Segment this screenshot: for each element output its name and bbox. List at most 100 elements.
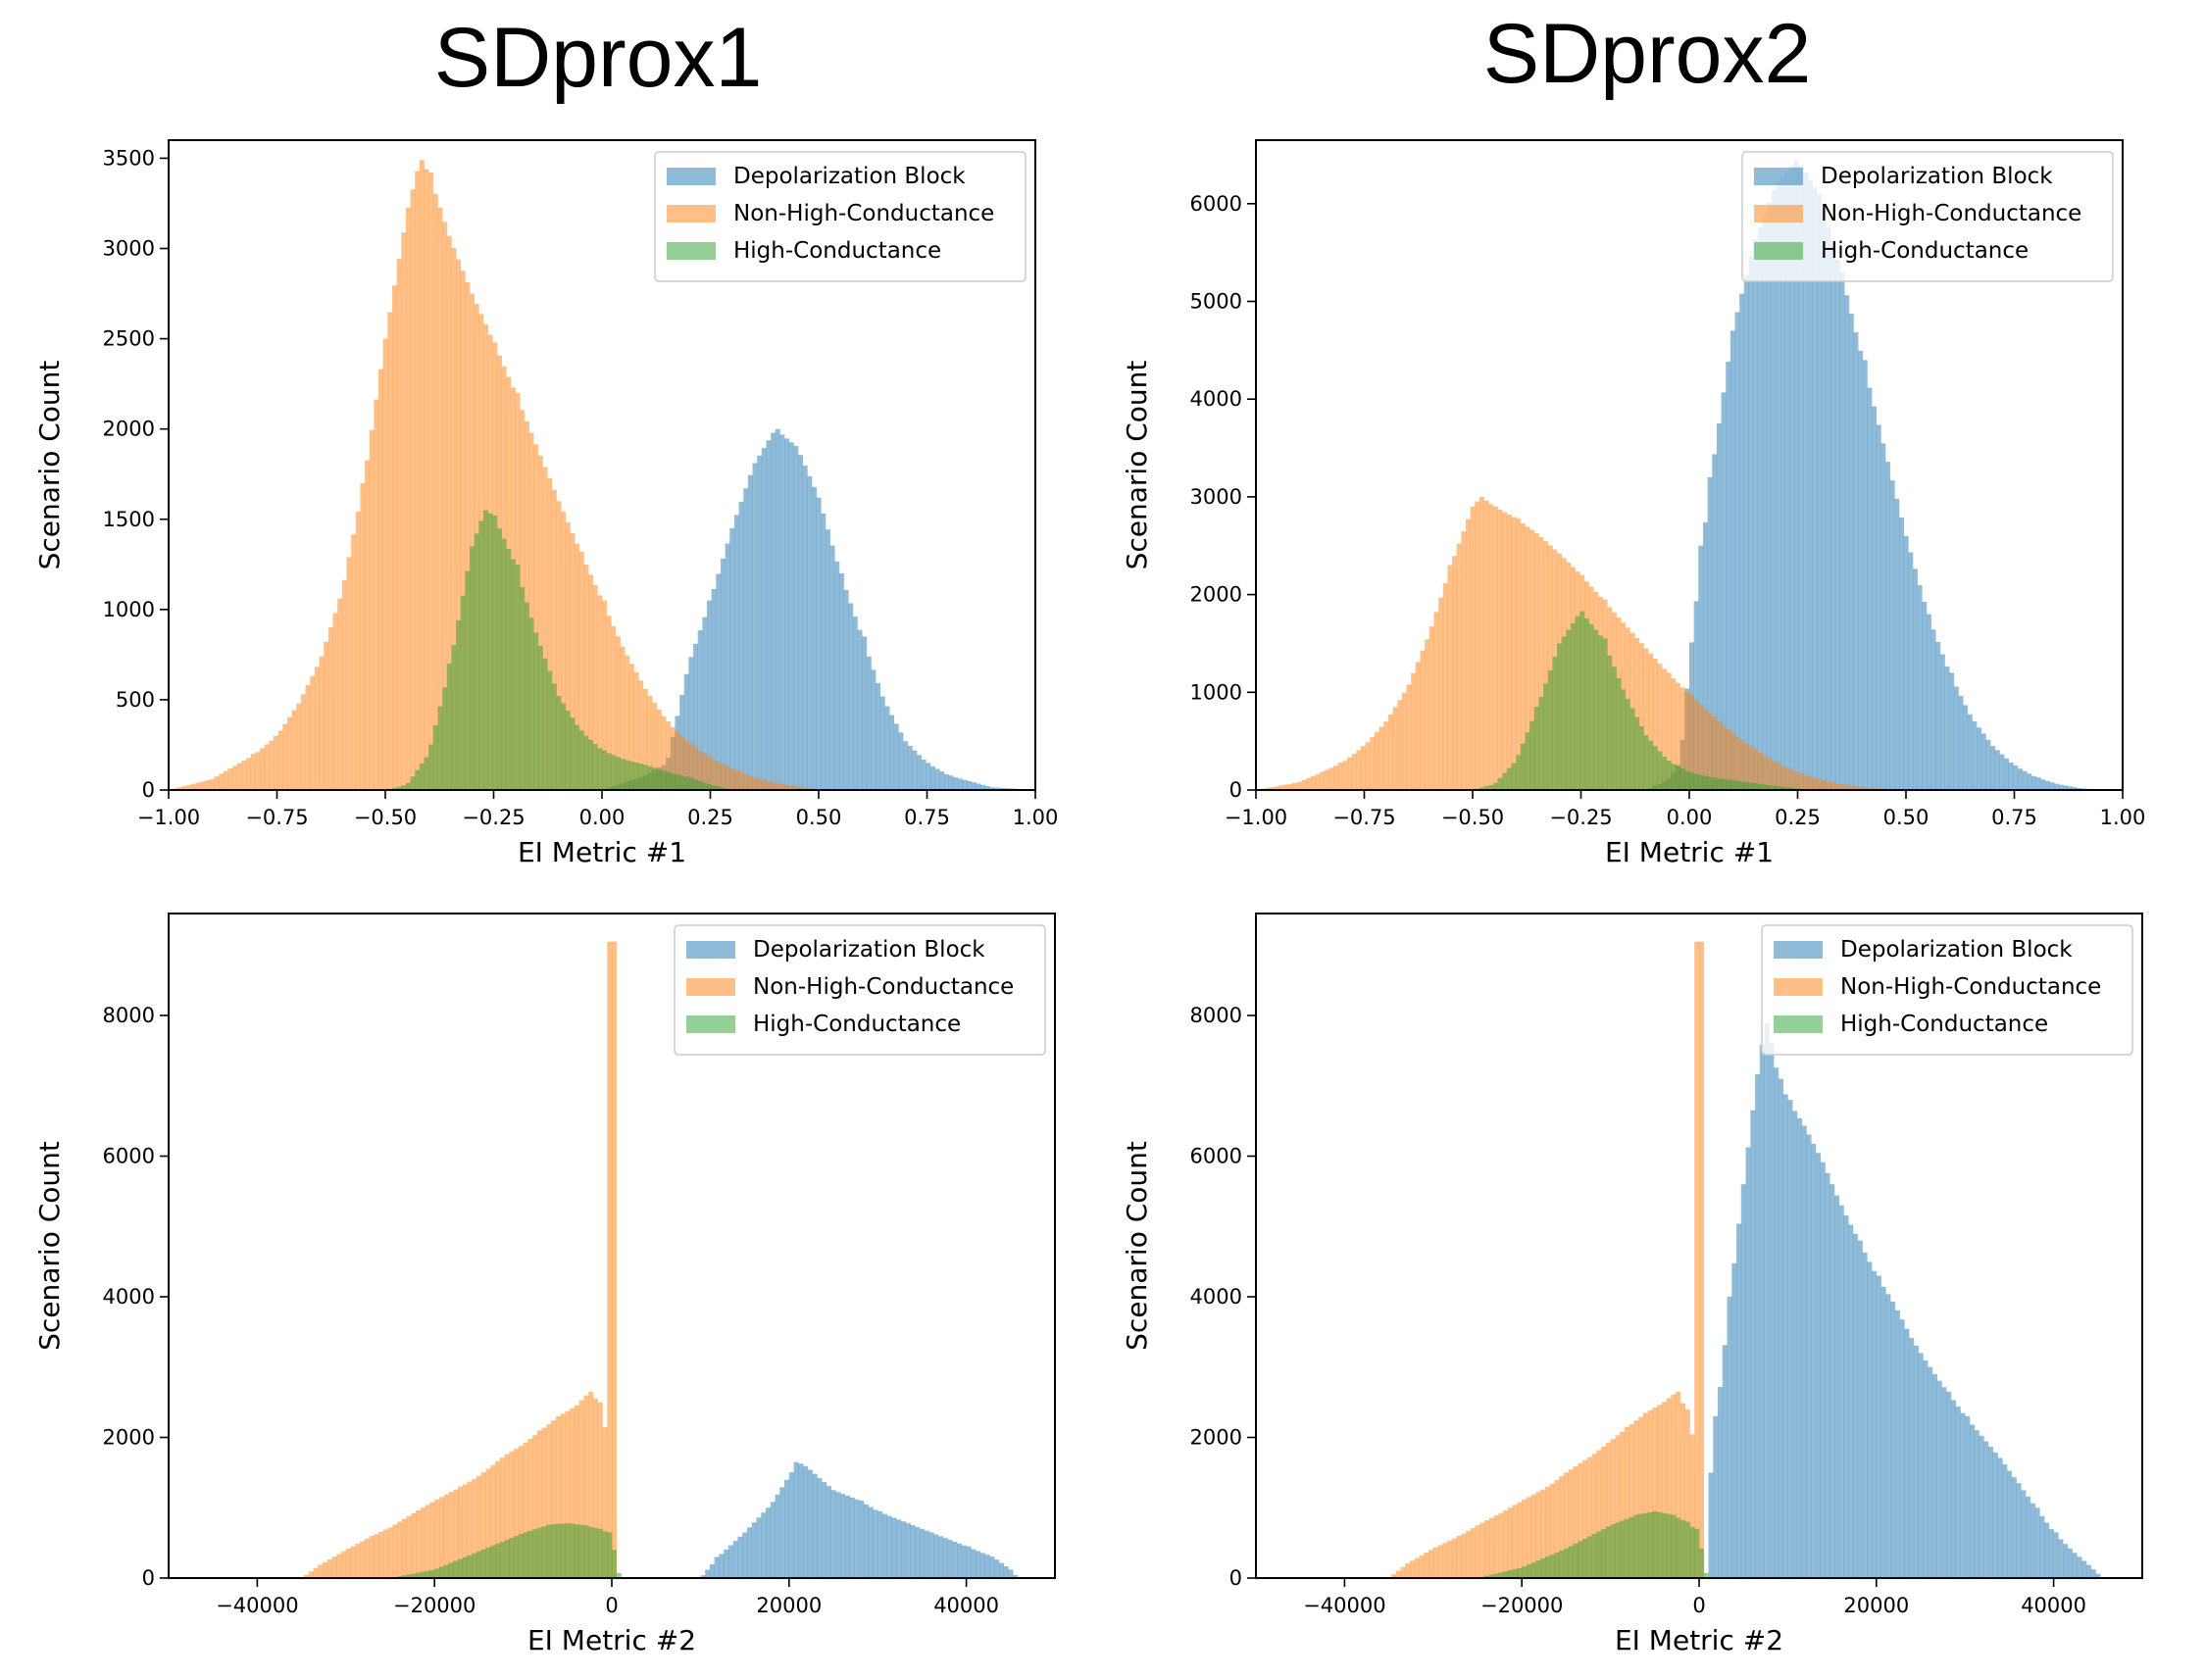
histogram-bar	[570, 1523, 576, 1578]
histogram-bar	[561, 703, 567, 790]
histogram-bar	[241, 760, 247, 790]
histogram-bar	[518, 1534, 524, 1578]
legend: Depolarization Block Non-High-Conductance…	[674, 924, 1046, 1056]
histogram-bar	[1506, 515, 1512, 790]
histogram-bar	[803, 1465, 809, 1578]
histogram-bar	[743, 488, 749, 790]
histogram-bar	[697, 630, 703, 790]
histogram-bar	[2016, 1483, 2022, 1578]
histogram-bar	[928, 1532, 934, 1578]
histogram-bar	[1821, 780, 1827, 790]
histogram-bar	[1633, 1420, 1639, 1578]
histogram-bar	[1757, 783, 1763, 790]
histogram-bar	[391, 787, 397, 790]
histogram-bar	[1573, 1543, 1579, 1578]
histogram-bar	[364, 1538, 370, 1578]
histogram-bar	[1743, 743, 1749, 790]
histogram-bar	[419, 764, 425, 790]
histogram-bar	[1638, 725, 1644, 790]
histogram-bar	[1721, 392, 1727, 790]
legend-swatch	[1774, 941, 1823, 959]
histogram-bar	[277, 730, 283, 790]
histogram-bar	[866, 656, 872, 790]
histogram-bar	[757, 455, 763, 790]
histogram-bar	[546, 1423, 552, 1578]
histogram-bar	[1917, 585, 1923, 790]
histogram-bar	[2026, 1497, 2031, 1578]
histogram-bar	[520, 587, 526, 790]
histogram-bar	[702, 617, 708, 790]
histogram-bar	[1679, 687, 1685, 790]
histogram-bar	[429, 1569, 435, 1578]
histogram-bar	[1904, 1328, 1910, 1578]
histogram-bar	[711, 785, 717, 790]
histogram-bar	[884, 706, 890, 790]
histogram-bar	[219, 773, 225, 790]
histogram-bar	[465, 281, 471, 790]
y-tick-label: 4000	[103, 1285, 155, 1309]
histogram-bar	[775, 428, 780, 790]
histogram-bar	[998, 1562, 1004, 1578]
histogram-bar	[1008, 1569, 1014, 1578]
histogram-bar	[1447, 1540, 1453, 1578]
histogram-bar	[666, 721, 672, 790]
y-tick-label: 3500	[103, 146, 155, 170]
histogram-bar	[1666, 1398, 1672, 1578]
histogram-bar	[711, 588, 717, 790]
histogram-bar	[1586, 1536, 1592, 1578]
histogram-bar	[1839, 784, 1845, 790]
histogram-bar	[998, 787, 1004, 790]
histogram-bar	[891, 1517, 897, 1578]
histogram-bar	[638, 764, 644, 790]
histogram-bar	[1475, 501, 1480, 790]
histogram-bar	[2039, 1515, 2045, 1578]
histogram-bar	[738, 501, 744, 790]
histogram-bar	[903, 741, 909, 790]
histogram-bar	[1833, 1195, 1840, 1578]
histogram-bar	[560, 1523, 566, 1578]
histogram-bar	[1525, 526, 1530, 790]
legend-swatch	[1774, 978, 1823, 996]
histogram-bar	[405, 207, 411, 791]
histogram-bar	[1787, 1100, 1793, 1578]
histogram-bar	[419, 160, 425, 790]
histogram-bar	[195, 782, 201, 790]
histogram-bar	[720, 764, 726, 790]
histogram-bar	[588, 739, 593, 790]
histogram-bar	[382, 338, 388, 790]
histogram-bar	[1829, 1184, 1835, 1578]
histogram-bar	[1538, 697, 1544, 790]
x-tick-label: 40000	[2021, 1594, 2086, 1617]
histogram-bar	[578, 1400, 584, 1578]
histogram-bar	[1596, 1450, 1602, 1578]
histogram-bar	[1602, 638, 1608, 790]
histogram-bar	[771, 782, 777, 790]
histogram-bar	[1748, 782, 1754, 790]
histogram-bar	[688, 743, 694, 790]
histogram-bar	[483, 510, 488, 790]
histogram-bar	[214, 776, 220, 790]
histogram-bar	[854, 1499, 860, 1578]
histogram-bar	[747, 474, 753, 790]
histogram-bar	[615, 636, 621, 790]
histogram-bar	[1447, 565, 1453, 790]
histogram-bar	[578, 1524, 584, 1578]
histogram-bar	[336, 1554, 342, 1578]
histogram-bar	[1801, 1125, 1807, 1578]
histogram-bar	[551, 683, 557, 790]
histogram-bar	[1647, 1409, 1653, 1578]
histogram-bar	[976, 1551, 981, 1578]
histogram-bar	[570, 532, 576, 790]
histogram-bar	[341, 1551, 347, 1578]
histogram-bar	[416, 1572, 422, 1578]
histogram-bar	[1853, 786, 1859, 790]
histogram-bar	[2044, 780, 2050, 790]
histogram-bar	[1333, 766, 1339, 790]
histogram-bar	[1438, 597, 1444, 790]
histogram-bar	[1928, 1366, 1933, 1578]
histogram-bar	[770, 1502, 776, 1578]
histogram-bar	[1767, 202, 1773, 790]
y-axis-label: Scenario Count	[1121, 1141, 1153, 1351]
histogram-bar	[912, 750, 918, 790]
histogram-bar	[1607, 655, 1613, 790]
